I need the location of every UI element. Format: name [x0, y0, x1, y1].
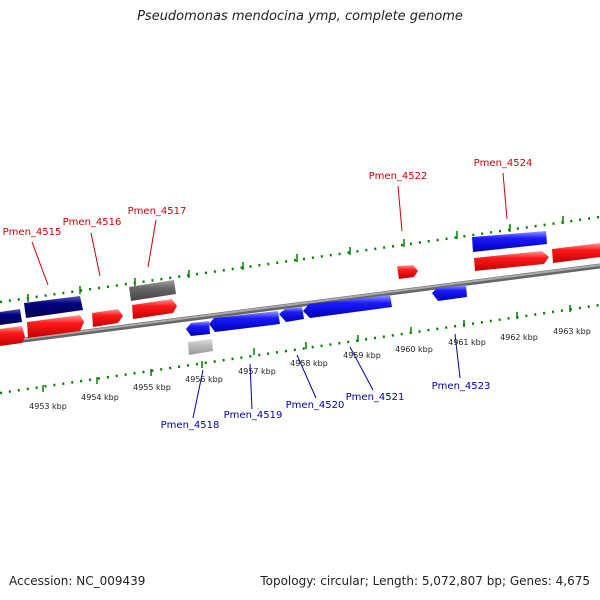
gene-label-pmen-4518[interactable]: Pmen_4518: [161, 420, 220, 431]
gene-arrow[interactable]: [132, 299, 177, 319]
gene-arrow[interactable]: [432, 285, 467, 301]
gene-arrow[interactable]: [27, 315, 84, 338]
gene-arrow[interactable]: [397, 265, 418, 279]
gene-arrow[interactable]: [0, 309, 22, 325]
accession-info: Accession: NC_009439: [9, 574, 145, 588]
gene-arrow[interactable]: [186, 321, 210, 336]
kbp-label: 4960 kbp: [395, 345, 433, 354]
gene-label-pmen-4524[interactable]: Pmen_4524: [474, 158, 533, 169]
forward-gene-labels: Pmen_4515 Pmen_4516 Pmen_4517 Pmen_4522 …: [3, 158, 533, 238]
gene-label-pmen-4519[interactable]: Pmen_4519: [224, 410, 283, 421]
genome-stats: Topology: circular; Length: 5,072,807 bp…: [260, 574, 590, 588]
reverse-label-leaders: [192, 333, 461, 419]
gene-label-pmen-4523[interactable]: Pmen_4523: [432, 381, 491, 392]
gene-arrow[interactable]: [474, 251, 549, 271]
gene-label-pmen-4517[interactable]: Pmen_4517: [128, 206, 187, 217]
gene-arrow[interactable]: [279, 307, 304, 322]
gene-label-pmen-4521[interactable]: Pmen_4521: [346, 392, 405, 403]
genome-backbone: [0, 263, 600, 346]
kbp-label: 4962 kbp: [500, 333, 538, 342]
forward-tick-track: [0, 215, 600, 304]
kbp-label: 4954 kbp: [81, 393, 119, 402]
genes-label: Genes:: [509, 574, 552, 588]
gene-arrow[interactable]: [92, 309, 123, 327]
length-label: Length:: [372, 574, 419, 588]
gene-label-pmen-4515[interactable]: Pmen_4515: [3, 227, 62, 238]
kbp-label: 4963 kbp: [553, 327, 591, 336]
reverse-tick-track: [0, 303, 600, 395]
gene-arrow[interactable]: [0, 326, 25, 346]
reverse-genes[interactable]: [186, 285, 467, 355]
kbp-label: 4957 kbp: [238, 367, 276, 376]
kbp-scale-labels: 4953 kbp 4954 kbp 4955 kbp 4956 kbp 4957…: [29, 327, 591, 411]
major-ticks: [27, 216, 571, 392]
genes-value: 4,675: [555, 574, 590, 588]
forward-genes-outer[interactable]: [0, 231, 547, 325]
topology-label: Topology:: [260, 574, 317, 588]
map-title: Pseudomonas mendocina ymp, complete geno…: [137, 9, 463, 24]
gene-arrow[interactable]: [188, 339, 213, 355]
length-value: 5,072,807 bp: [421, 574, 502, 588]
kbp-label: 4956 kbp: [185, 375, 223, 384]
topology-value: circular: [320, 574, 365, 588]
gene-label-pmen-4522[interactable]: Pmen_4522: [369, 171, 428, 182]
gene-arrow[interactable]: [129, 280, 176, 301]
gene-label-pmen-4520[interactable]: Pmen_4520: [286, 400, 345, 411]
gene-arrow[interactable]: [472, 231, 547, 252]
gene-arrow[interactable]: [303, 295, 392, 318]
kbp-label: 4955 kbp: [133, 383, 171, 392]
forward-genes-inner[interactable]: [0, 243, 600, 346]
forward-label-leaders: [31, 172, 508, 286]
reverse-gene-labels: Pmen_4518 Pmen_4519 Pmen_4520 Pmen_4521 …: [161, 381, 491, 431]
kbp-label: 4953 kbp: [29, 402, 67, 411]
gene-arrow[interactable]: [24, 296, 83, 318]
gene-arrow[interactable]: [209, 311, 280, 332]
gene-arrow[interactable]: [552, 243, 600, 263]
accession-label: Accession:: [9, 574, 73, 588]
kbp-label: 4961 kbp: [448, 338, 486, 347]
kbp-label: 4958 kbp: [290, 359, 328, 368]
gene-label-pmen-4516[interactable]: Pmen_4516: [63, 217, 122, 228]
kbp-label: 4959 kbp: [343, 351, 381, 360]
accession-value: NC_009439: [76, 574, 146, 588]
